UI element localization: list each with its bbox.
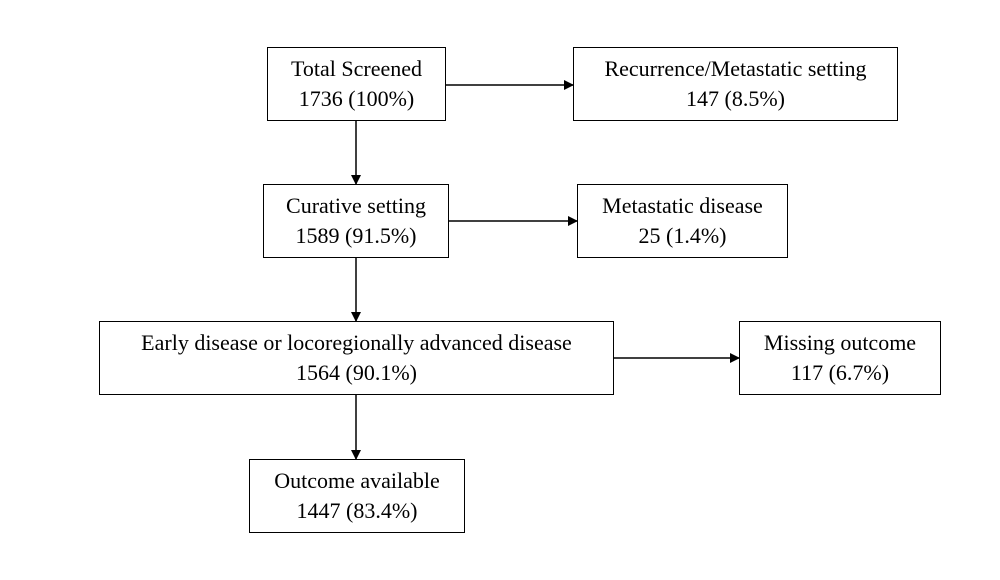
node-missing-outcome: Missing outcome 117 (6.7%) — [739, 321, 941, 395]
node-total-screened: Total Screened 1736 (100%) — [267, 47, 446, 121]
node-label: Outcome available — [274, 468, 440, 493]
node-label: Missing outcome — [763, 330, 917, 355]
node-count: 1736 (100%) — [298, 86, 415, 111]
node-count: 25 (1.4%) — [638, 223, 727, 248]
node-recurrence-metastatic-setting: Recurrence/Metastatic setting 147 (8.5%) — [573, 47, 898, 121]
node-curative-setting: Curative setting 1589 (91.5%) — [263, 184, 449, 258]
node-count: 117 (6.7%) — [790, 360, 890, 385]
node-label: Metastatic disease — [602, 193, 763, 218]
node-outcome-available: Outcome available 1447 (83.4%) — [249, 459, 465, 533]
node-count: 1589 (91.5%) — [295, 223, 417, 248]
node-count: 1447 (83.4%) — [296, 498, 418, 523]
node-count: 1564 (90.1%) — [296, 360, 417, 385]
node-label: Total Screened — [290, 56, 422, 81]
node-count: 147 (8.5%) — [686, 86, 785, 111]
node-metastatic-disease: Metastatic disease 25 (1.4%) — [577, 184, 788, 258]
node-label: Curative setting — [286, 193, 426, 218]
node-label: Recurrence/Metastatic setting — [604, 56, 867, 81]
node-early-or-locoregional-disease: Early disease or locoregionally advanced… — [99, 321, 614, 395]
node-label: Early disease or locoregionally advanced… — [141, 330, 572, 355]
